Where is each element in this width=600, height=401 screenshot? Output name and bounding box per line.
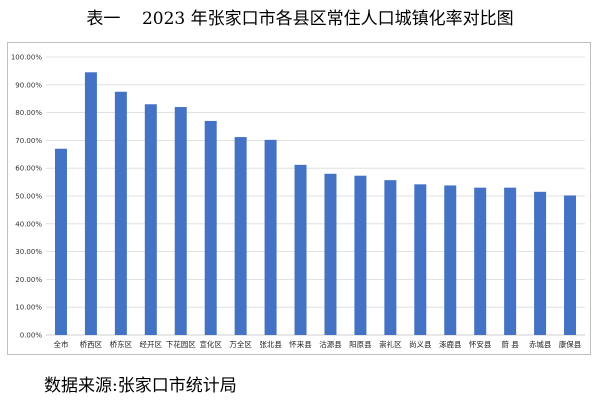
bar (564, 195, 577, 335)
y-tick-label: 70.00% (15, 137, 42, 145)
y-tick-label: 0.00% (20, 332, 43, 340)
category-label: 经开区 (140, 339, 163, 349)
y-tick-label: 100.00% (11, 54, 42, 62)
category-label: 万全区 (229, 339, 252, 349)
y-tick-label: 10.00% (15, 304, 42, 312)
category-label: 宣化区 (199, 339, 222, 349)
data-source-note: 数据来源:张家口市统计局 (44, 376, 237, 396)
category-label: 张北县 (259, 340, 282, 349)
bar (144, 104, 157, 335)
category-label: 桥西区 (80, 339, 103, 349)
bar (504, 187, 517, 335)
category-label: 赤城县 (529, 340, 552, 349)
y-tick-label: 20.00% (15, 276, 42, 284)
bar (414, 184, 427, 335)
bar (264, 139, 277, 335)
bar (474, 187, 487, 335)
bar (324, 173, 337, 335)
y-tick-label: 40.00% (15, 220, 42, 228)
bar (174, 107, 187, 335)
y-tick-label: 90.00% (15, 81, 42, 89)
category-label: 阳原县 (349, 340, 372, 349)
category-label: 沽源县 (319, 339, 342, 349)
chart-frame: 0.00% 10.00% 20.00% 30.00% 40.00% 50.00% 60.00… (7, 42, 591, 355)
y-tick-label: 50.00% (15, 193, 42, 201)
y-tick-label: 30.00% (15, 248, 42, 256)
category-label: 涿鹿县 (439, 339, 462, 349)
bar (54, 148, 67, 335)
bar-chart: 0.00% 10.00% 20.00% 30.00% 40.00% 50.00% 60.00… (11, 54, 585, 349)
bar (534, 191, 547, 335)
bar (294, 164, 307, 335)
category-label: 蔚 县 (501, 339, 519, 349)
bar (354, 175, 367, 335)
bar (234, 137, 247, 335)
bar (384, 180, 397, 335)
y-tick-label: 80.00% (15, 109, 42, 117)
category-label: 崇礼区 (379, 339, 402, 349)
bar (84, 72, 97, 335)
y-tick-label: 60.00% (15, 165, 42, 173)
category-label: 桥东区 (110, 339, 133, 349)
category-label: 怀安县 (469, 339, 492, 349)
category-label: 怀来县 (289, 339, 312, 349)
category-label: 全市 (53, 339, 68, 349)
bar (204, 120, 217, 335)
category-label: 尚义县 (409, 339, 432, 349)
chart-title: 表一 2023 年张家口市各县区常住人口城镇化率对比图 (86, 9, 514, 29)
category-label: 下花园区 (166, 339, 196, 349)
category-label: 康保县 (559, 339, 582, 349)
bar (114, 91, 127, 335)
bar (444, 185, 457, 335)
